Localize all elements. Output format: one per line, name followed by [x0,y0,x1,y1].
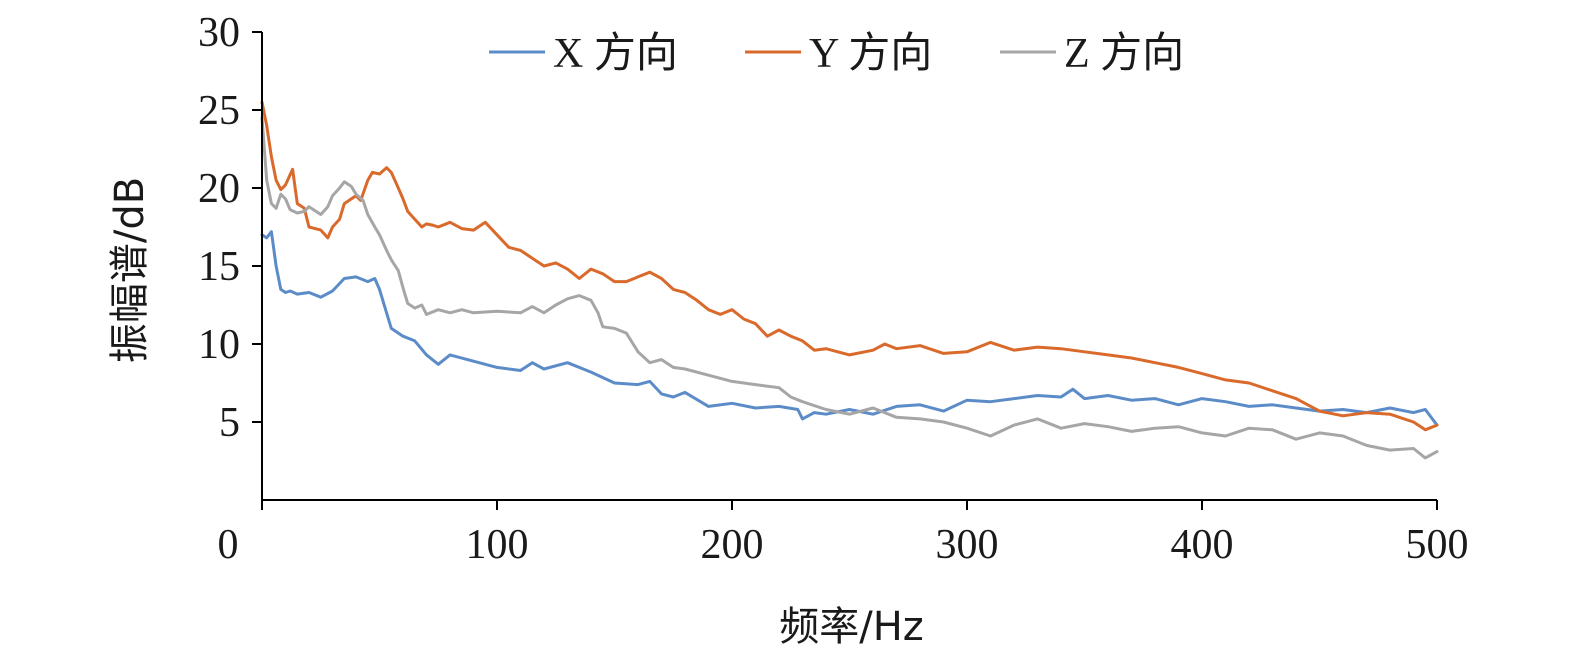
series-line-z [260,116,1439,460]
y-tick-label: 25 [198,88,240,134]
plot-area [260,100,1439,460]
legend: X 方向 Y 方向 Z 方向 [489,31,1184,77]
x-tick-label: 300 [936,522,999,568]
series-line-y [260,100,1439,432]
y-tick-label: 10 [198,322,240,368]
x-tick-label: 400 [1171,522,1234,568]
y-tick-label: 15 [198,244,240,290]
legend-label-x: X 方向 [553,31,678,77]
x-tick-label: 500 [1406,522,1469,568]
origin-tick-label: 0 [218,522,239,568]
y-axis-title: 振幅谱/dB [107,177,153,363]
x-axis-title: 频率/Hz [779,604,924,650]
legend-label-z: Z 方向 [1064,31,1184,77]
series-line-x [260,230,1439,427]
y-tick-label: 30 [198,10,240,56]
x-tick-label: 100 [466,522,529,568]
y-tick-label: 20 [198,166,240,212]
y-tick-label: 5 [219,400,240,446]
legend-label-y: Y 方向 [809,31,932,77]
x-tick-label: 200 [701,522,764,568]
axes [252,31,1438,510]
